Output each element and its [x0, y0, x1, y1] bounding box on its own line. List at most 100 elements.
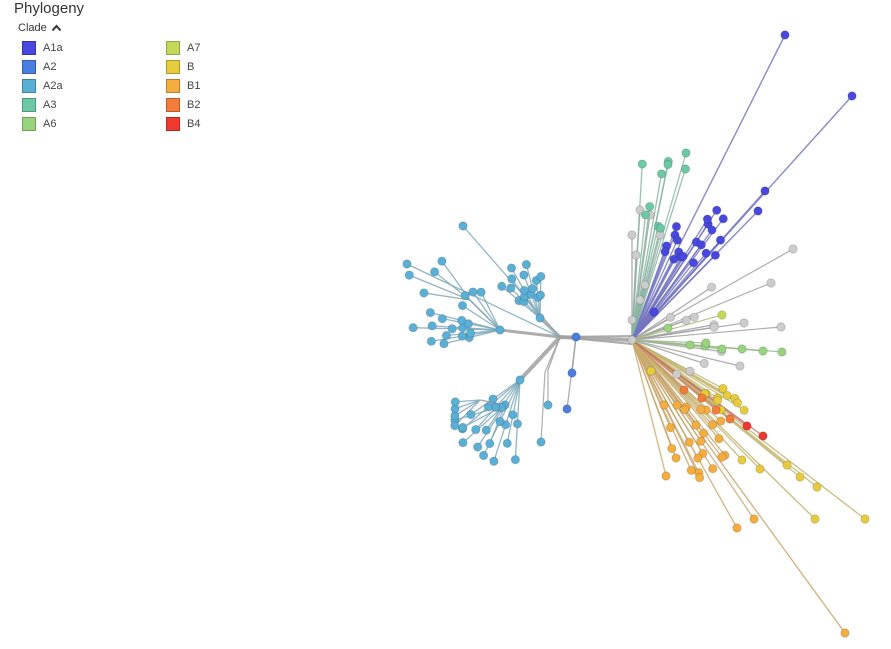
tip-node[interactable] — [663, 323, 673, 333]
tip-node[interactable] — [711, 405, 721, 415]
tip-node[interactable] — [696, 436, 706, 446]
tip-node[interactable] — [536, 271, 546, 282]
tip-node[interactable] — [536, 437, 546, 447]
internal-node[interactable] — [495, 325, 505, 335]
tip-node[interactable] — [627, 315, 637, 325]
tip-node[interactable] — [722, 390, 732, 401]
tip-node[interactable] — [760, 186, 770, 196]
legend-item-a2[interactable]: A2 — [22, 60, 56, 74]
tip-node[interactable] — [441, 330, 452, 341]
tip-node[interactable] — [481, 425, 491, 435]
tip-node[interactable] — [495, 416, 505, 427]
tip-node[interactable] — [527, 284, 538, 294]
tip-node[interactable] — [506, 263, 517, 273]
tip-node[interactable] — [457, 315, 467, 326]
tip-node[interactable] — [688, 258, 699, 268]
tip-node[interactable] — [660, 247, 670, 257]
tip-node[interactable] — [659, 400, 669, 410]
tip-node[interactable] — [465, 328, 476, 338]
tip-node[interactable] — [471, 425, 481, 435]
tip-node[interactable] — [427, 321, 437, 331]
tip-node[interactable] — [661, 471, 671, 481]
tip-node[interactable] — [672, 369, 682, 379]
tip-node[interactable] — [402, 259, 412, 269]
tip-node[interactable] — [708, 420, 718, 430]
legend-item-a7[interactable]: A7 — [166, 41, 200, 55]
tip-node[interactable] — [457, 331, 467, 341]
tip-node[interactable] — [562, 404, 572, 414]
tip-node[interactable] — [689, 312, 699, 322]
tip-node[interactable] — [686, 465, 696, 476]
tip-node[interactable] — [478, 450, 489, 461]
tip-node[interactable] — [693, 453, 703, 463]
tip-node[interactable] — [840, 628, 850, 638]
tip-node[interactable] — [735, 361, 745, 371]
tip-node[interactable] — [663, 159, 673, 170]
tip-node[interactable] — [512, 419, 523, 429]
tip-node[interactable] — [707, 225, 717, 235]
tip-node[interactable] — [681, 315, 691, 326]
tip-node[interactable] — [656, 169, 667, 179]
tip-node[interactable] — [681, 148, 691, 158]
tip-node[interactable] — [507, 274, 517, 284]
tip-node[interactable] — [535, 290, 546, 300]
tip-node[interactable] — [672, 235, 682, 245]
tip-node[interactable] — [458, 422, 468, 433]
tip-node[interactable] — [749, 514, 759, 524]
tip-node[interactable] — [788, 244, 798, 254]
legend-item-a6[interactable]: A6 — [22, 117, 56, 131]
tip-node[interactable] — [437, 256, 447, 266]
tip-node[interactable] — [450, 397, 460, 407]
tip-node[interactable] — [699, 358, 709, 369]
tip-node[interactable] — [725, 414, 735, 424]
tip-node[interactable] — [847, 91, 857, 101]
tip-node[interactable] — [426, 336, 436, 346]
tip-node[interactable] — [737, 455, 747, 465]
tip-node[interactable] — [665, 312, 676, 322]
tip-node[interactable] — [502, 438, 512, 448]
tip-node[interactable] — [408, 323, 418, 333]
tip-node[interactable] — [739, 318, 749, 328]
tip-node[interactable] — [717, 452, 727, 462]
tip-node[interactable] — [646, 366, 656, 376]
tip-node[interactable] — [473, 442, 483, 452]
legend-item-a1a[interactable]: A1a — [22, 41, 63, 55]
tip-node[interactable] — [519, 270, 529, 280]
tip-node[interactable] — [795, 472, 805, 482]
internal-node[interactable] — [535, 313, 545, 323]
tip-node[interactable] — [483, 402, 493, 412]
tip-node[interactable] — [732, 523, 742, 533]
tip-node[interactable] — [714, 434, 724, 444]
legend-item-b[interactable]: B — [166, 60, 194, 74]
tip-node[interactable] — [631, 250, 641, 260]
tip-node[interactable] — [698, 428, 709, 438]
tip-node[interactable] — [710, 250, 720, 260]
tip-node[interactable] — [635, 205, 645, 215]
tip-node[interactable] — [678, 251, 688, 262]
tip-node[interactable] — [691, 420, 701, 430]
tip-node[interactable] — [457, 300, 468, 311]
tip-node[interactable] — [709, 322, 719, 332]
tip-node[interactable] — [640, 210, 651, 220]
tip-node[interactable] — [419, 288, 429, 298]
tip-node[interactable] — [680, 164, 691, 174]
tip-node[interactable] — [702, 214, 713, 224]
tip-node[interactable] — [637, 159, 647, 169]
tip-node[interactable] — [521, 260, 532, 270]
tip-node[interactable] — [685, 366, 695, 376]
tip-node[interactable] — [758, 431, 768, 441]
tip-node[interactable] — [679, 385, 689, 395]
tip-node[interactable] — [697, 393, 707, 403]
tip-node[interactable] — [716, 416, 726, 426]
tip-node[interactable] — [635, 295, 645, 305]
legend-item-a3[interactable]: A3 — [22, 98, 56, 112]
tip-node[interactable] — [645, 201, 655, 212]
tip-node[interactable] — [696, 405, 706, 415]
tip-node[interactable] — [717, 344, 727, 354]
tip-node[interactable] — [508, 410, 518, 420]
tip-node[interactable] — [685, 340, 695, 350]
tip-node[interactable] — [672, 400, 682, 410]
tip-node[interactable] — [627, 230, 637, 240]
tip-node[interactable] — [425, 307, 435, 318]
